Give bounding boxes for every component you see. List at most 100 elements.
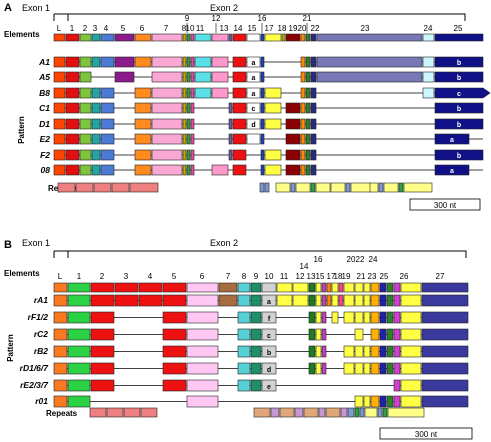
panel-a-element-20	[300, 133, 306, 145]
panel-b-element-segment-23	[379, 282, 387, 293]
panel-a-element-12	[211, 71, 229, 83]
panel-b-element-25	[393, 328, 401, 341]
panel-a-variant-25-label: b	[457, 106, 461, 113]
panel-a-element-4	[100, 133, 115, 145]
panel-b-repeat-unit	[303, 407, 319, 418]
panel-a-repeat-unit	[111, 182, 130, 193]
panel-b-element-segment-19	[343, 282, 355, 293]
panel-a-element-13	[228, 102, 233, 114]
panel-b-row-label: r01	[35, 396, 48, 406]
panel-a-row-label: D1	[39, 119, 50, 129]
panel-a-element-20	[300, 118, 306, 130]
panel-b-repeat-unit	[106, 407, 124, 418]
panel-a-element-7	[151, 164, 183, 176]
panel-b-element-20	[354, 362, 364, 375]
panel-a-element-1	[65, 56, 80, 68]
panel-a-element-3	[91, 133, 101, 145]
panel-b-element-19	[343, 345, 355, 358]
panel-a-element-25	[434, 149, 484, 161]
panel-a-exon2-label: Exon 2	[210, 3, 238, 13]
panel-a-element-6	[134, 87, 152, 99]
panel-b-element-segment-2	[90, 282, 115, 293]
panel-a-element-number-12: 12	[212, 14, 221, 23]
panel-a-element-number-21: 21	[303, 14, 312, 23]
panel-b-repeat-unit	[340, 407, 348, 418]
panel-a-element-4	[100, 164, 115, 176]
panel-a-repeat-unit	[290, 182, 296, 193]
panel-a-element-25	[434, 56, 484, 68]
panel-b-element-21	[363, 345, 371, 358]
panel-b-element-number-24: 24	[369, 255, 378, 264]
panel-b-element-23	[379, 328, 387, 341]
panel-b-element-segment-8	[237, 282, 251, 293]
panel-a-element-6	[134, 102, 152, 114]
panel-b-element-16	[326, 294, 332, 307]
panel-a-element-3	[91, 87, 101, 99]
panel-b-element-segment-22	[370, 282, 380, 293]
panel-a-element-16	[260, 87, 265, 99]
panel-b-element-23	[379, 395, 387, 408]
panel-a-element-17	[264, 164, 282, 176]
panel-a-element-7	[151, 87, 183, 99]
panel-a-element-24	[422, 56, 435, 68]
panel-b-element-number-8: 8	[242, 272, 247, 281]
panel-b-element-2	[90, 294, 115, 307]
panel-a-element-number-5: 5	[121, 24, 126, 33]
panel-b-element-10	[261, 362, 277, 375]
panel-b-exon-bracket	[53, 250, 467, 258]
panel-a-element-20	[300, 149, 306, 161]
panel-a-row-A1: A1 a b	[38, 56, 484, 68]
panel-b-element-number-21: 21	[357, 272, 366, 281]
panel-b-element-22	[370, 395, 380, 408]
panel-a-element-number-10: 10	[186, 24, 195, 33]
panel-b-element-20	[354, 328, 364, 341]
panel-a-element-segment-10	[190, 33, 195, 42]
panel-b-element-segment-20	[354, 282, 364, 293]
panel-a-element-22	[310, 87, 317, 99]
panel-b-element-number-22: 22	[356, 255, 365, 264]
panel-b-repeat-unit	[123, 407, 141, 418]
panel-b-element-10	[261, 328, 277, 341]
panel-b-repeat-unit	[294, 407, 304, 418]
panel-a-row-label: F2	[40, 150, 50, 160]
panel-a-element-20	[300, 56, 306, 68]
panel-a-element-24	[422, 87, 435, 99]
panel-b-element-L	[53, 294, 68, 307]
panel-a-element-segment-24	[422, 33, 435, 42]
panel-a-repeat-unit	[275, 182, 291, 193]
panel-a-element-number-4: 4	[104, 24, 109, 33]
panel-a-element-22	[310, 149, 317, 161]
panel-a-element-19	[285, 118, 301, 130]
panel-a-element-17	[264, 118, 282, 130]
panel-b-element-9	[250, 379, 262, 392]
panel-b-element-22	[370, 345, 380, 358]
panel-a-repeat-unit	[259, 182, 265, 193]
panel-a-element-15	[246, 118, 261, 130]
panel-b-exon2-label: Exon 2	[210, 238, 238, 248]
panel-a-element-number-13: 13	[220, 24, 229, 33]
panel-a-repeat-unit	[295, 182, 311, 193]
panel-a-exon1-label: Exon 1	[22, 3, 50, 13]
panel-b-row-label: rA1	[34, 295, 48, 305]
panel-a-element-1	[65, 71, 80, 83]
panel-a-element-1	[65, 102, 80, 114]
panel-b-repeats-label: Repeats	[46, 409, 78, 418]
panel-b-element-L	[53, 328, 68, 341]
panel-b-element-20	[354, 294, 364, 307]
panel-a-element-12	[211, 164, 229, 176]
panel-b-element-20	[354, 311, 364, 324]
panel-a-pattern-rows: A1 a b A5 a b B8 a c C1 c b D1 d b E2 x a F2 b 08 a	[38, 56, 491, 176]
panel-a-element-8	[182, 56, 187, 68]
panel-b-repeat-unit	[364, 407, 378, 418]
panel-a-element-number-3: 3	[93, 24, 98, 33]
panel-a-element-segment-13	[228, 33, 233, 42]
panel-a-element-14	[232, 87, 247, 99]
panel-a-element-number-17: 17	[265, 24, 274, 33]
panel-b-element-23	[379, 294, 387, 307]
panel-a-repeat-unit	[75, 182, 94, 193]
panel-a-variant-15-label: d	[251, 122, 255, 129]
panel-b-variant-10-label: f	[268, 316, 271, 323]
panel-b-element-26	[400, 294, 422, 307]
panel-a-element-segment-17	[264, 33, 282, 42]
